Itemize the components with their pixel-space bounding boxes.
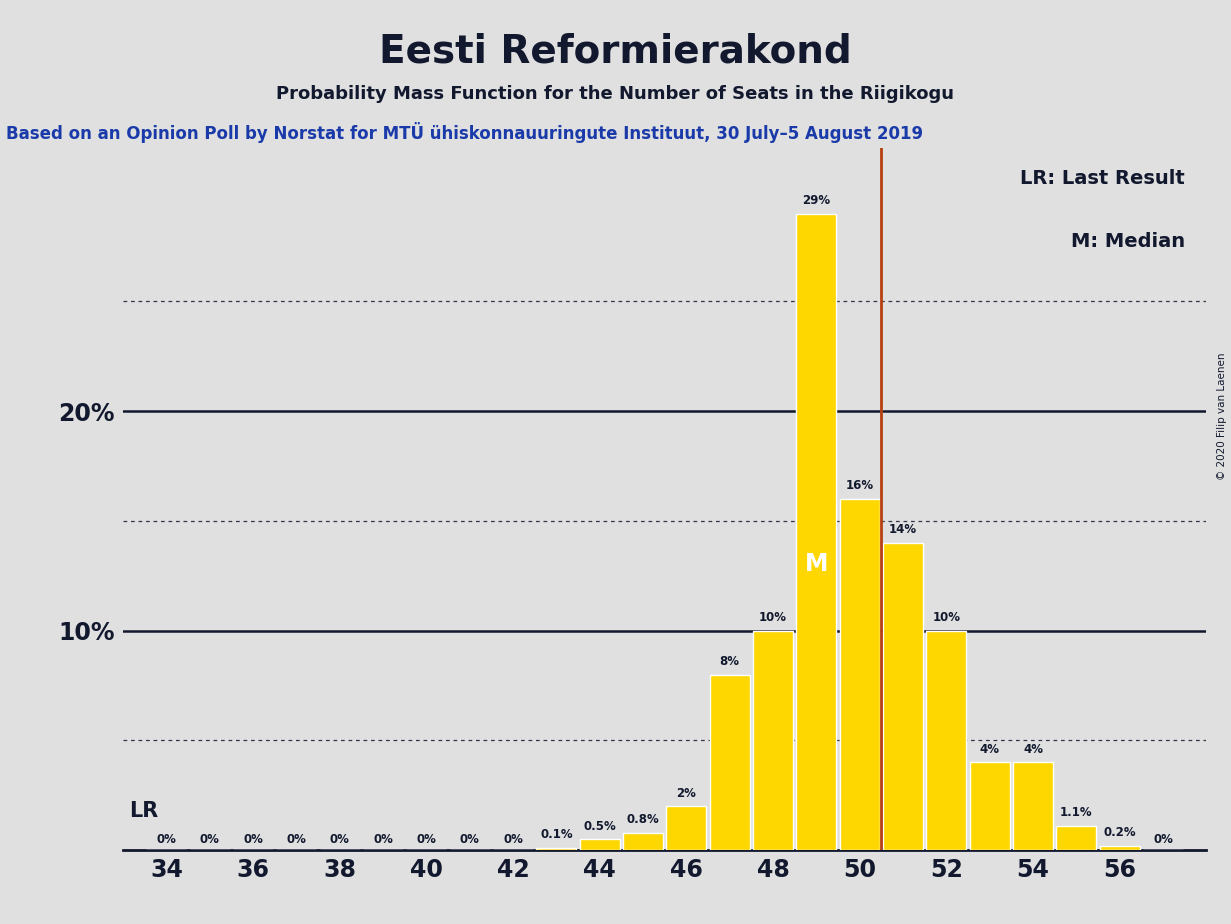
Text: 0%: 0%	[373, 833, 393, 845]
Bar	[796, 213, 836, 850]
Bar	[537, 848, 576, 850]
Text: 10%: 10%	[932, 611, 960, 624]
Text: 0%: 0%	[244, 833, 263, 845]
Bar	[1013, 762, 1053, 850]
Bar	[1056, 826, 1097, 850]
Text: LR: Last Result: LR: Last Result	[1020, 169, 1184, 188]
Text: M: M	[805, 552, 828, 576]
Bar	[753, 630, 793, 850]
Text: 4%: 4%	[1023, 743, 1043, 756]
Text: 0.1%: 0.1%	[540, 828, 572, 841]
Text: 1.1%: 1.1%	[1060, 807, 1093, 820]
Bar	[970, 762, 1009, 850]
Bar	[623, 833, 664, 850]
Text: 0.8%: 0.8%	[627, 813, 660, 826]
Text: Probability Mass Function for the Number of Seats in the Riigikogu: Probability Mass Function for the Number…	[277, 85, 954, 103]
Text: 0%: 0%	[416, 833, 436, 845]
Bar	[710, 675, 750, 850]
Text: 29%: 29%	[803, 194, 831, 207]
Text: 16%: 16%	[846, 480, 874, 492]
Text: 10%: 10%	[760, 611, 787, 624]
Text: 14%: 14%	[889, 523, 917, 536]
Text: 4%: 4%	[980, 743, 1000, 756]
Text: 2%: 2%	[677, 786, 697, 799]
Text: 0.2%: 0.2%	[1103, 826, 1136, 839]
Text: LR: LR	[129, 800, 159, 821]
Text: 0%: 0%	[1153, 833, 1173, 845]
Text: 8%: 8%	[720, 655, 740, 668]
Text: M: Median: M: Median	[1071, 232, 1184, 251]
Text: 0%: 0%	[156, 833, 176, 845]
Text: Based on an Opinion Poll by Norstat for MTÜ ühiskonnauuringute Instituut, 30 Jul: Based on an Opinion Poll by Norstat for …	[6, 122, 923, 143]
Bar	[580, 839, 619, 850]
Text: 0%: 0%	[330, 833, 350, 845]
Bar	[840, 499, 880, 850]
Text: 0%: 0%	[460, 833, 480, 845]
Text: Eesti Reformierakond: Eesti Reformierakond	[379, 32, 852, 70]
Text: 0%: 0%	[503, 833, 523, 845]
Text: 0.5%: 0.5%	[583, 820, 617, 833]
Bar	[883, 542, 923, 850]
Text: © 2020 Filip van Laenen: © 2020 Filip van Laenen	[1217, 352, 1227, 480]
Bar	[927, 630, 966, 850]
Bar	[1099, 845, 1140, 850]
Bar	[666, 806, 707, 850]
Text: 0%: 0%	[287, 833, 307, 845]
Text: 0%: 0%	[199, 833, 219, 845]
